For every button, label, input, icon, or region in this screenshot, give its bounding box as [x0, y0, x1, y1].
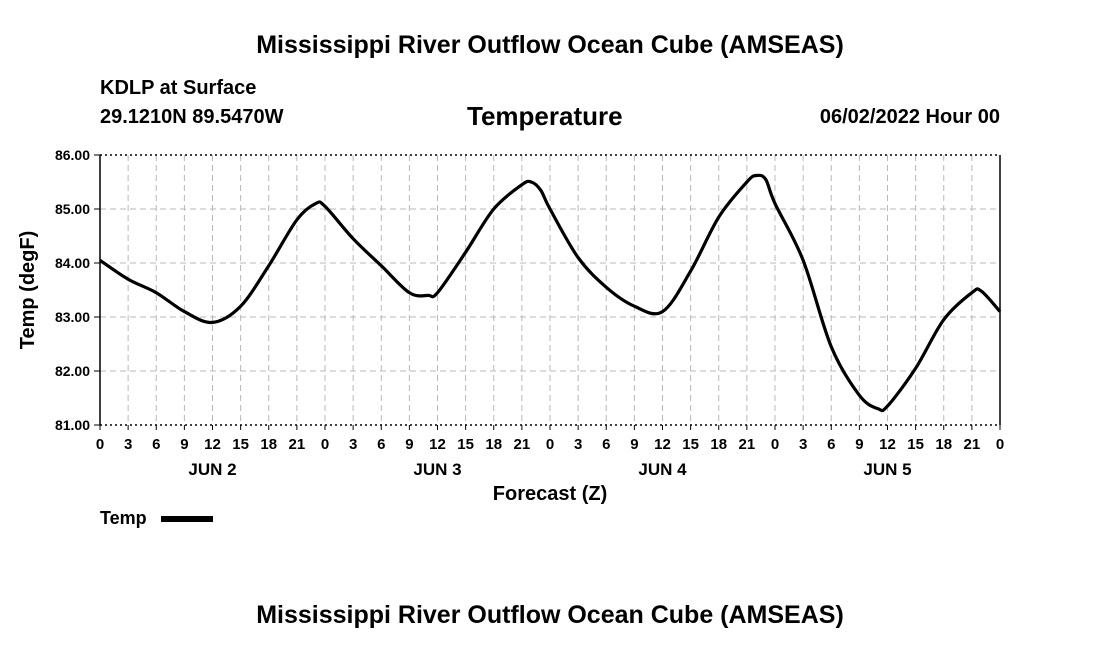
x-tick-label: 21	[739, 436, 756, 453]
x-tick-label: 0	[96, 436, 104, 453]
x-tick-label: 3	[574, 436, 582, 453]
x-day-label: JUN 5	[863, 460, 911, 479]
variable-title: Temperature	[467, 101, 623, 131]
x-tick-label: 9	[855, 436, 863, 453]
x-tick-label: 15	[682, 436, 699, 453]
y-tick-label: 83.00	[55, 309, 90, 325]
station-coordinates: 29.1210N 89.5470W	[100, 106, 284, 128]
x-tick-label: 12	[429, 436, 446, 453]
x-tick-label: 12	[204, 436, 221, 453]
x-tick-label: 0	[546, 436, 554, 453]
x-day-label: JUN 3	[413, 460, 461, 479]
x-tick-label: 0	[321, 436, 329, 453]
y-tick-label: 81.00	[55, 417, 90, 433]
x-tick-label: 9	[180, 436, 188, 453]
x-tick-label: 18	[485, 436, 502, 453]
chart-title-top: Mississippi River Outflow Ocean Cube (AM…	[256, 31, 844, 59]
x-tick-label: 21	[964, 436, 981, 453]
x-tick-label: 21	[514, 436, 531, 453]
y-tick-label: 85.00	[55, 201, 90, 217]
x-tick-label: 12	[879, 436, 896, 453]
series-line-temp	[99, 173, 1002, 413]
x-tick-label: 18	[260, 436, 277, 453]
x-tick-label: 0	[771, 436, 779, 453]
x-tick-label: 15	[232, 436, 249, 453]
x-tick-label: 18	[935, 436, 952, 453]
x-tick-label: 21	[289, 436, 306, 453]
x-tick-label: 15	[457, 436, 474, 453]
legend-label: Temp	[100, 508, 147, 528]
y-axis-title: Temp (degF)	[17, 231, 39, 350]
x-day-label: JUN 2	[188, 460, 236, 479]
x-tick-label: 3	[349, 436, 357, 453]
x-tick-label: 6	[152, 436, 160, 453]
x-tick-label: 6	[602, 436, 610, 453]
x-axis-title: Forecast (Z)	[493, 483, 607, 505]
x-tick-label: 0	[996, 436, 1004, 453]
chart-title-bottom: Mississippi River Outflow Ocean Cube (AM…	[256, 601, 844, 629]
x-tick-label: 18	[710, 436, 727, 453]
x-day-label: JUN 4	[638, 460, 687, 479]
y-tick-label: 86.00	[55, 147, 90, 163]
x-tick-label: 12	[654, 436, 671, 453]
y-tick-label: 82.00	[55, 363, 90, 379]
station-label: KDLP at Surface	[100, 77, 257, 99]
x-tick-label: 3	[799, 436, 807, 453]
x-tick-label: 9	[405, 436, 413, 453]
x-tick-label: 6	[377, 436, 385, 453]
y-tick-label: 84.00	[55, 255, 90, 271]
legend-line-swatch	[161, 516, 213, 522]
x-tick-label: 9	[630, 436, 638, 453]
forecast-datetime: 06/02/2022 Hour 00	[819, 106, 1000, 128]
x-tick-label: 3	[124, 436, 132, 453]
x-tick-label: 15	[907, 436, 924, 453]
x-tick-label: 6	[827, 436, 835, 453]
